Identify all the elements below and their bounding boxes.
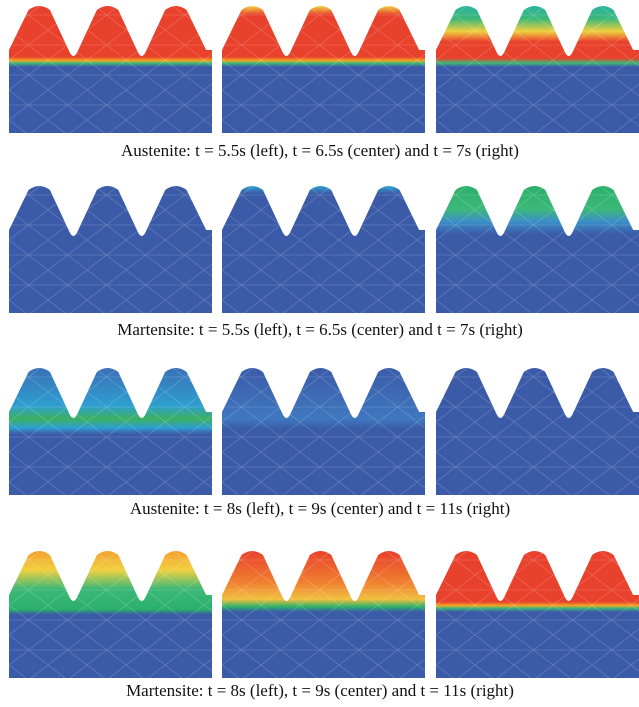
simulation-panel <box>9 6 212 133</box>
caption: Austenite: t = 5.5s (left), t = 6.5s (ce… <box>121 141 519 160</box>
mesh-overlay <box>9 551 212 678</box>
simulation-panel <box>436 551 639 678</box>
simulation-panel <box>436 368 639 495</box>
simulation-panel <box>9 368 212 495</box>
mesh-overlay <box>436 6 639 133</box>
simulation-panel <box>9 551 212 678</box>
simulation-panel <box>222 551 425 678</box>
mesh-overlay <box>222 368 425 495</box>
simulation-panel <box>222 6 425 133</box>
figure: Austenite: t = 5.5s (left), t = 6.5s (ce… <box>0 0 639 707</box>
caption: Austenite: t = 8s (left), t = 9s (center… <box>130 499 510 518</box>
mesh-overlay <box>222 551 425 678</box>
caption: Martensite: t = 5.5s (left), t = 6.5s (c… <box>117 320 523 339</box>
mesh-overlay <box>436 368 639 495</box>
simulation-panel <box>9 186 212 313</box>
mesh-overlay <box>222 186 425 313</box>
simulation-panel <box>222 186 425 313</box>
mesh-overlay <box>9 186 212 313</box>
mesh-overlay <box>436 186 639 313</box>
mesh-overlay <box>436 551 639 678</box>
caption: Martensite: t = 8s (left), t = 9s (cente… <box>126 681 514 700</box>
mesh-overlay <box>9 368 212 495</box>
simulation-panel <box>436 6 639 133</box>
simulation-panel <box>436 186 639 313</box>
mesh-overlay <box>9 6 212 133</box>
simulation-panel <box>222 368 425 495</box>
mesh-overlay <box>222 6 425 133</box>
